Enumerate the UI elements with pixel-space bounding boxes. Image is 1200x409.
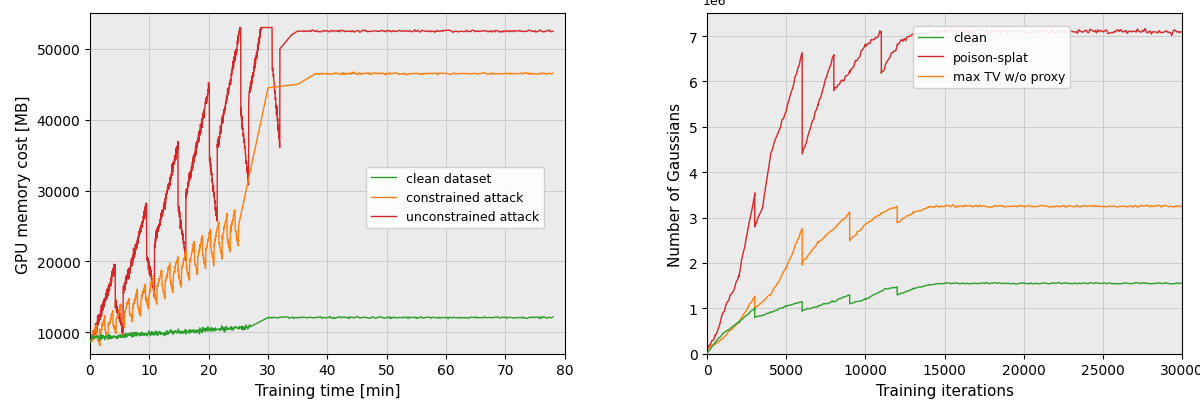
max TV w/o proxy	[1175, 204, 1189, 209]
clean dataset	[184, 330, 198, 335]
clean dataset	[350, 314, 365, 319]
clean dataset	[126, 330, 140, 335]
X-axis label: Training time [min]: Training time [min]	[254, 383, 400, 398]
clean	[842, 301, 857, 306]
max TV w/o proxy	[700, 347, 714, 352]
Y-axis label: Number of Gaussians: Number of Gaussians	[668, 102, 683, 266]
poison-splat	[786, 83, 800, 88]
unconstrained attack	[115, 330, 130, 335]
unconstrained attack	[95, 310, 109, 315]
clean	[991, 281, 1006, 285]
clean	[700, 351, 714, 356]
constrained attack	[83, 340, 97, 345]
constrained attack	[192, 250, 206, 255]
unconstrained attack	[160, 192, 174, 197]
clean dataset	[394, 315, 408, 320]
Line: constrained attack: constrained attack	[90, 73, 553, 346]
Line: max TV w/o proxy: max TV w/o proxy	[707, 205, 1182, 350]
constrained attack	[229, 235, 244, 240]
clean	[1052, 280, 1067, 285]
Line: clean: clean	[707, 283, 1182, 353]
Legend: clean, poison-splat, max TV w/o proxy: clean, poison-splat, max TV w/o proxy	[913, 27, 1070, 89]
poison-splat	[700, 347, 714, 352]
max TV w/o proxy	[946, 203, 960, 208]
constrained attack	[152, 275, 167, 280]
clean dataset	[152, 330, 167, 335]
constrained attack	[412, 72, 426, 77]
poison-splat	[1062, 29, 1076, 34]
clean	[976, 281, 990, 286]
max TV w/o proxy	[815, 238, 829, 243]
poison-splat	[907, 32, 922, 37]
Legend: clean dataset, constrained attack, unconstrained attack: clean dataset, constrained attack, uncon…	[366, 167, 545, 229]
Line: clean dataset: clean dataset	[90, 317, 553, 342]
poison-splat	[958, 30, 972, 35]
Line: unconstrained attack: unconstrained attack	[90, 29, 553, 342]
clean dataset	[192, 332, 206, 337]
poison-splat	[1175, 30, 1189, 35]
constrained attack	[493, 72, 508, 77]
max TV w/o proxy	[1097, 204, 1111, 209]
clean dataset	[104, 334, 119, 339]
clean	[1097, 281, 1111, 285]
clean dataset	[83, 340, 97, 345]
X-axis label: Training iterations: Training iterations	[876, 383, 1014, 398]
Line: poison-splat: poison-splat	[707, 29, 1182, 349]
max TV w/o proxy	[842, 238, 857, 243]
poison-splat	[978, 30, 992, 35]
constrained attack	[346, 70, 360, 75]
max TV w/o proxy	[994, 204, 1008, 209]
unconstrained attack	[83, 340, 97, 345]
Y-axis label: GPU memory cost [MB]: GPU memory cost [MB]	[16, 95, 31, 273]
unconstrained attack	[546, 29, 560, 34]
constrained attack	[546, 72, 560, 76]
unconstrained attack	[240, 166, 254, 171]
clean	[815, 303, 829, 308]
constrained attack	[218, 219, 233, 224]
clean	[1175, 281, 1189, 286]
max TV w/o proxy	[977, 204, 991, 209]
poison-splat	[1034, 27, 1049, 32]
poison-splat	[1051, 29, 1066, 34]
clean dataset	[546, 315, 560, 320]
Text: 1e6: 1e6	[702, 0, 726, 7]
constrained attack	[92, 344, 107, 348]
max TV w/o proxy	[1014, 204, 1028, 209]
clean	[1013, 281, 1027, 286]
unconstrained attack	[233, 26, 247, 31]
unconstrained attack	[216, 119, 230, 124]
unconstrained attack	[220, 97, 234, 102]
